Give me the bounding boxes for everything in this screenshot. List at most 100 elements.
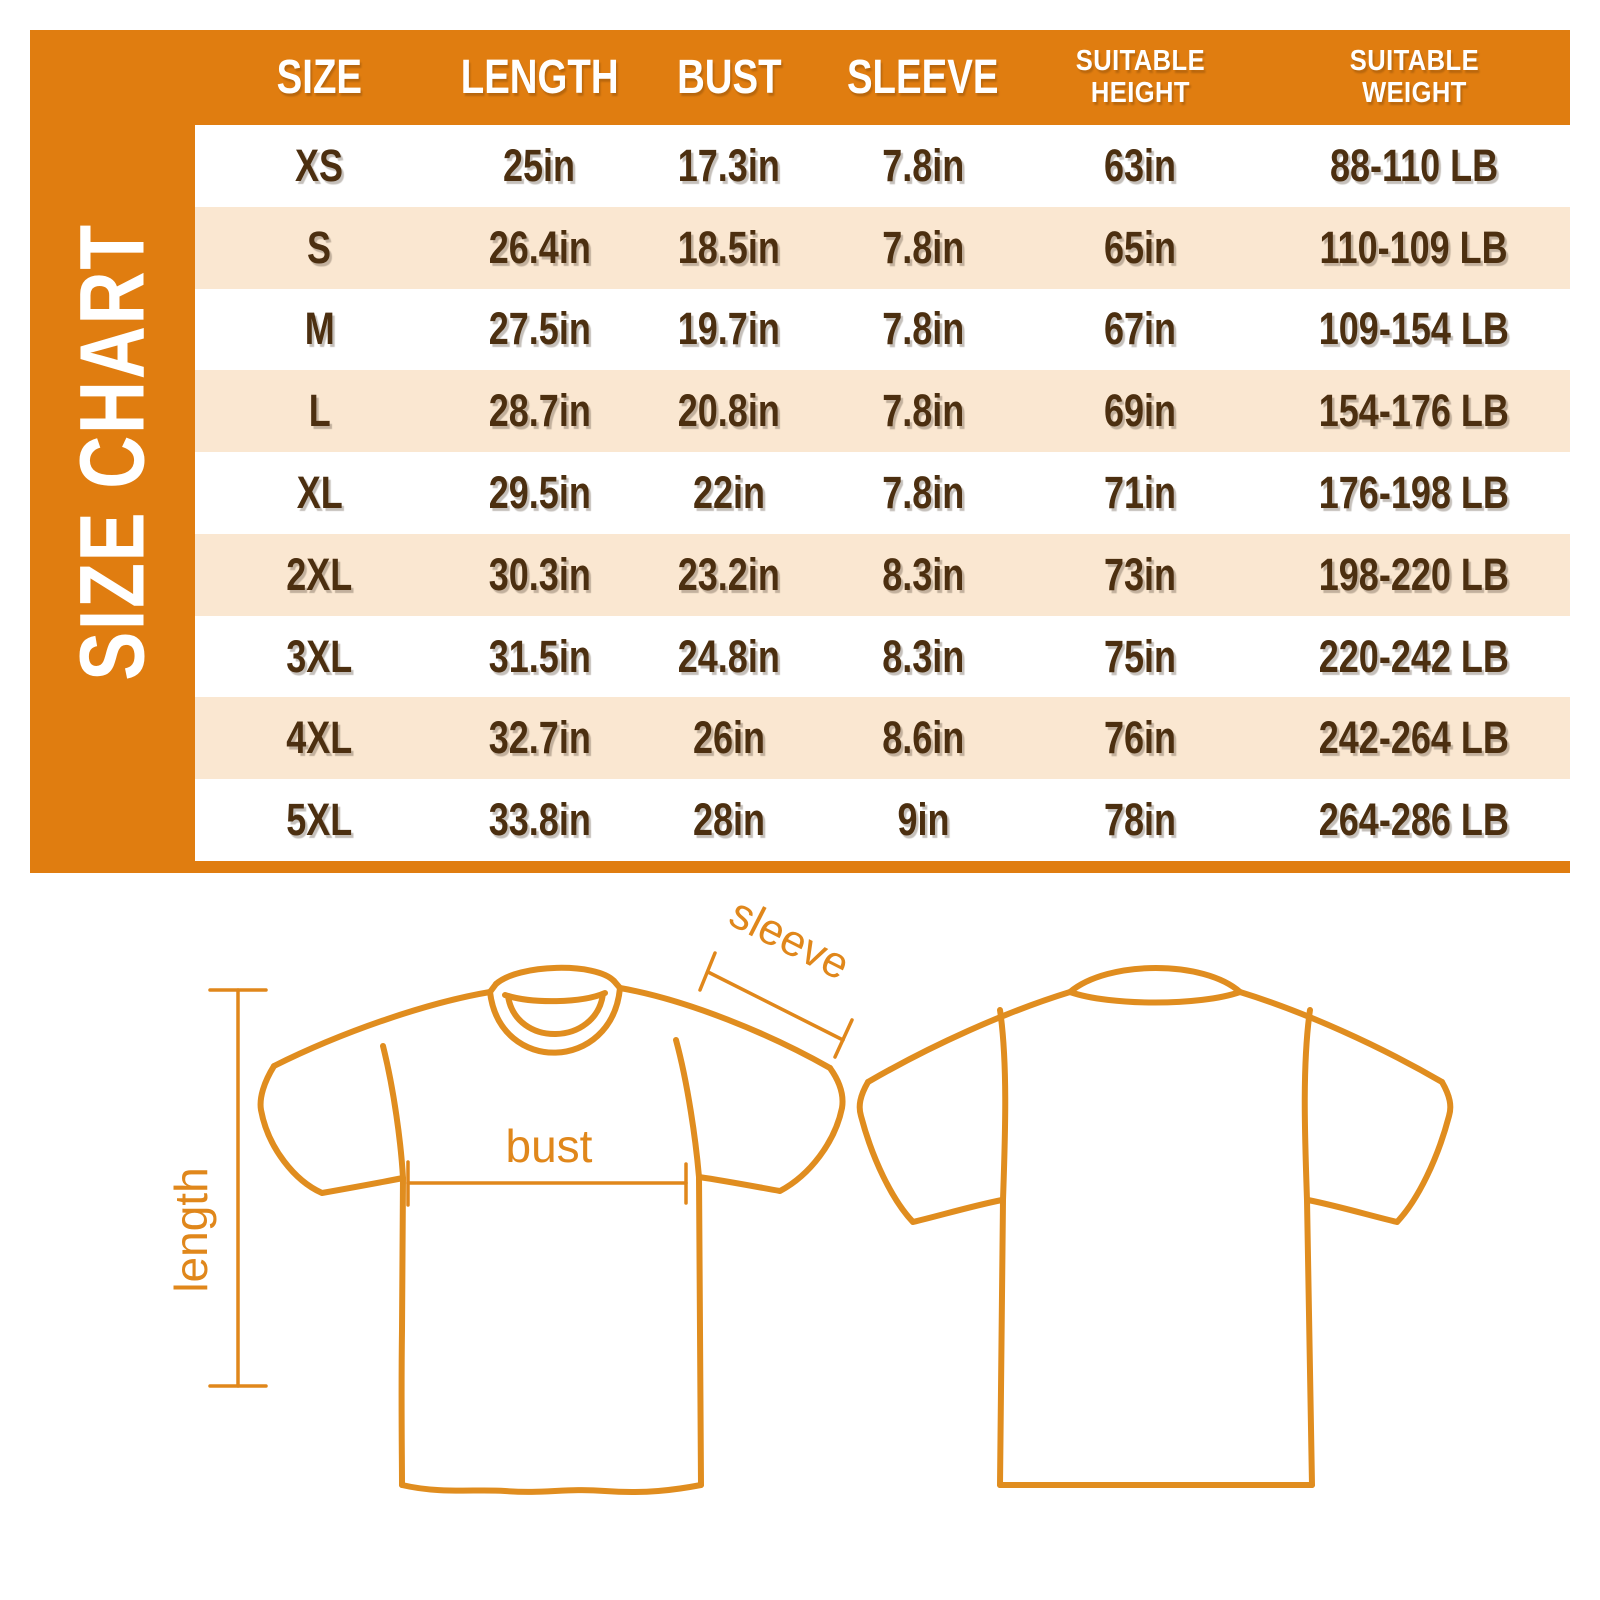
column-header-suitable-weight: SUITABLE WEIGHT — [1258, 30, 1570, 125]
cell-size: S — [307, 221, 332, 273]
column-header-bust: BUST — [635, 30, 823, 125]
back-left-sleeve — [856, 1079, 1005, 1225]
cell-sleeve: 7.8in — [882, 139, 965, 191]
front-left-shoulder — [271, 989, 493, 1069]
cell-bust: 24.8in — [678, 630, 781, 682]
cell-height: 73in — [1104, 548, 1177, 600]
cell-sleeve: 7.8in — [882, 385, 965, 437]
cell-bust: 17.3in — [678, 139, 781, 191]
cell-length: 27.5in — [488, 303, 591, 355]
cell-size: 5XL — [286, 794, 353, 846]
column-header-suitable-height-label: SUITABLE HEIGHT — [1075, 45, 1205, 109]
cell-sleeve: 7.8in — [882, 467, 965, 519]
column-header-suitable-weight-label: SUITABLE WEIGHT — [1349, 45, 1479, 109]
length-label: length — [165, 1167, 217, 1292]
cell-bust: 28in — [693, 794, 766, 846]
cell-sleeve: 8.3in — [882, 548, 965, 600]
front-right-sleeve — [696, 1065, 846, 1194]
cell-length: 30.3in — [488, 548, 591, 600]
back-shirt-outline — [856, 965, 1454, 1488]
cell-height: 69in — [1104, 385, 1177, 437]
cell-height: 65in — [1104, 221, 1177, 273]
back-collar-bottom — [1067, 989, 1243, 1006]
cell-sleeve: 7.8in — [882, 221, 965, 273]
size-chart-table: SIZE CHART SIZE LENGTH BUST SLEEVE SUITA… — [30, 30, 1570, 873]
cell-height: 67in — [1104, 303, 1177, 355]
table-body: XS 25in 17.3in 7.8in 63in 88-110 LB S 26… — [195, 125, 1570, 862]
back-right-sleeve — [1305, 1079, 1454, 1225]
column-header-sleeve-label: SLEEVE — [847, 51, 999, 104]
column-header-bust-label: BUST — [676, 51, 782, 104]
sleeve-measure — [698, 951, 854, 1059]
sleeve-label: sleeve — [722, 900, 858, 990]
cell-bust: 22in — [693, 467, 766, 519]
cell-length: 29.5in — [488, 467, 591, 519]
cell-length: 26.4in — [488, 221, 591, 273]
sleeve-measure-tick-start — [698, 951, 717, 992]
front-hem — [399, 1482, 704, 1496]
cell-size: XS — [295, 139, 344, 191]
front-collar-outer — [487, 985, 623, 1056]
front-left-body — [380, 1043, 406, 1488]
column-header-sleeve: SLEEVE — [823, 30, 1022, 125]
cell-weight: 109-154 LB — [1318, 303, 1509, 355]
cell-height: 71in — [1104, 467, 1177, 519]
cell-length: 28.7in — [488, 385, 591, 437]
bust-label: bust — [506, 1120, 593, 1172]
table-row-m: M 27.5in 19.7in 7.8in 67in 109-154 LB — [195, 288, 1570, 371]
table-row-l: L 28.7in 20.8in 7.8in 69in 154-176 LB — [195, 370, 1570, 453]
cell-size: XL — [296, 467, 343, 519]
column-header-suitable-height: SUITABLE HEIGHT — [1023, 30, 1258, 125]
column-header-size: SIZE — [195, 30, 444, 125]
length-measure — [208, 988, 268, 1388]
front-right-shoulder — [617, 985, 833, 1071]
cell-length: 32.7in — [488, 712, 591, 764]
table-row-xl: XL 29.5in 22in 7.8in 71in 176-198 LB — [195, 452, 1570, 534]
back-collar-top — [1067, 965, 1243, 995]
cell-weight: 176-198 LB — [1318, 467, 1509, 519]
cell-height: 78in — [1104, 794, 1177, 846]
front-back-neck-line — [502, 990, 608, 1005]
cell-bust: 26in — [693, 712, 766, 764]
table-row-s: S 26.4in 18.5in 7.8in 65in 110-109 LB — [195, 206, 1570, 289]
cell-size: 2XL — [286, 548, 353, 600]
table-row-xs: XS 25in 17.3in 7.8in 63in 88-110 LB — [195, 125, 1570, 207]
sidebar-title: SIZE CHART — [61, 222, 163, 681]
back-left-shoulder — [865, 989, 1073, 1085]
cell-height: 76in — [1104, 712, 1177, 764]
bust-measure — [406, 1160, 688, 1207]
cell-size: 3XL — [286, 630, 353, 682]
front-collar-inner — [505, 991, 606, 1037]
cell-sleeve: 8.6in — [882, 712, 965, 764]
front-right-body — [673, 1037, 704, 1488]
column-header-length-label: LENGTH — [460, 51, 619, 104]
sleeve-measure-line — [706, 970, 845, 1042]
front-collar — [493, 964, 617, 987]
table-row-3xl: 3XL 31.5in 24.8in 8.3in 75in 220-242 LB — [195, 615, 1570, 698]
cell-height: 75in — [1104, 630, 1177, 682]
table-row-5xl: 5XL 33.8in 28in 9in 78in 264-286 LB — [195, 779, 1570, 862]
cell-length: 31.5in — [488, 630, 591, 682]
sleeve-measure-tick-end — [833, 1018, 854, 1059]
cell-height: 63in — [1104, 139, 1177, 191]
table-content: SIZE LENGTH BUST SLEEVE SUITABLE HEIGHT … — [195, 30, 1570, 862]
back-right-body — [1301, 1007, 1315, 1488]
cell-weight: 154-176 LB — [1318, 385, 1509, 437]
measurement-diagram: length bust sleeve — [165, 900, 1454, 1496]
cell-weight: 88-110 LB — [1329, 139, 1498, 191]
cell-size: L — [308, 385, 331, 437]
front-shirt-outline — [257, 964, 846, 1496]
cell-length: 25in — [503, 139, 576, 191]
cell-size: M — [304, 303, 335, 355]
column-header-size-label: SIZE — [276, 51, 363, 104]
cell-weight: 220-242 LB — [1318, 630, 1509, 682]
cell-bust: 23.2in — [678, 548, 781, 600]
cell-bust: 18.5in — [678, 221, 781, 273]
table-header-row: SIZE LENGTH BUST SLEEVE SUITABLE HEIGHT … — [195, 30, 1570, 125]
cell-sleeve: 9in — [897, 794, 950, 846]
cell-bust: 20.8in — [678, 385, 781, 437]
back-left-body — [997, 1007, 1009, 1488]
cell-weight: 198-220 LB — [1318, 548, 1509, 600]
front-left-sleeve — [257, 1063, 406, 1196]
